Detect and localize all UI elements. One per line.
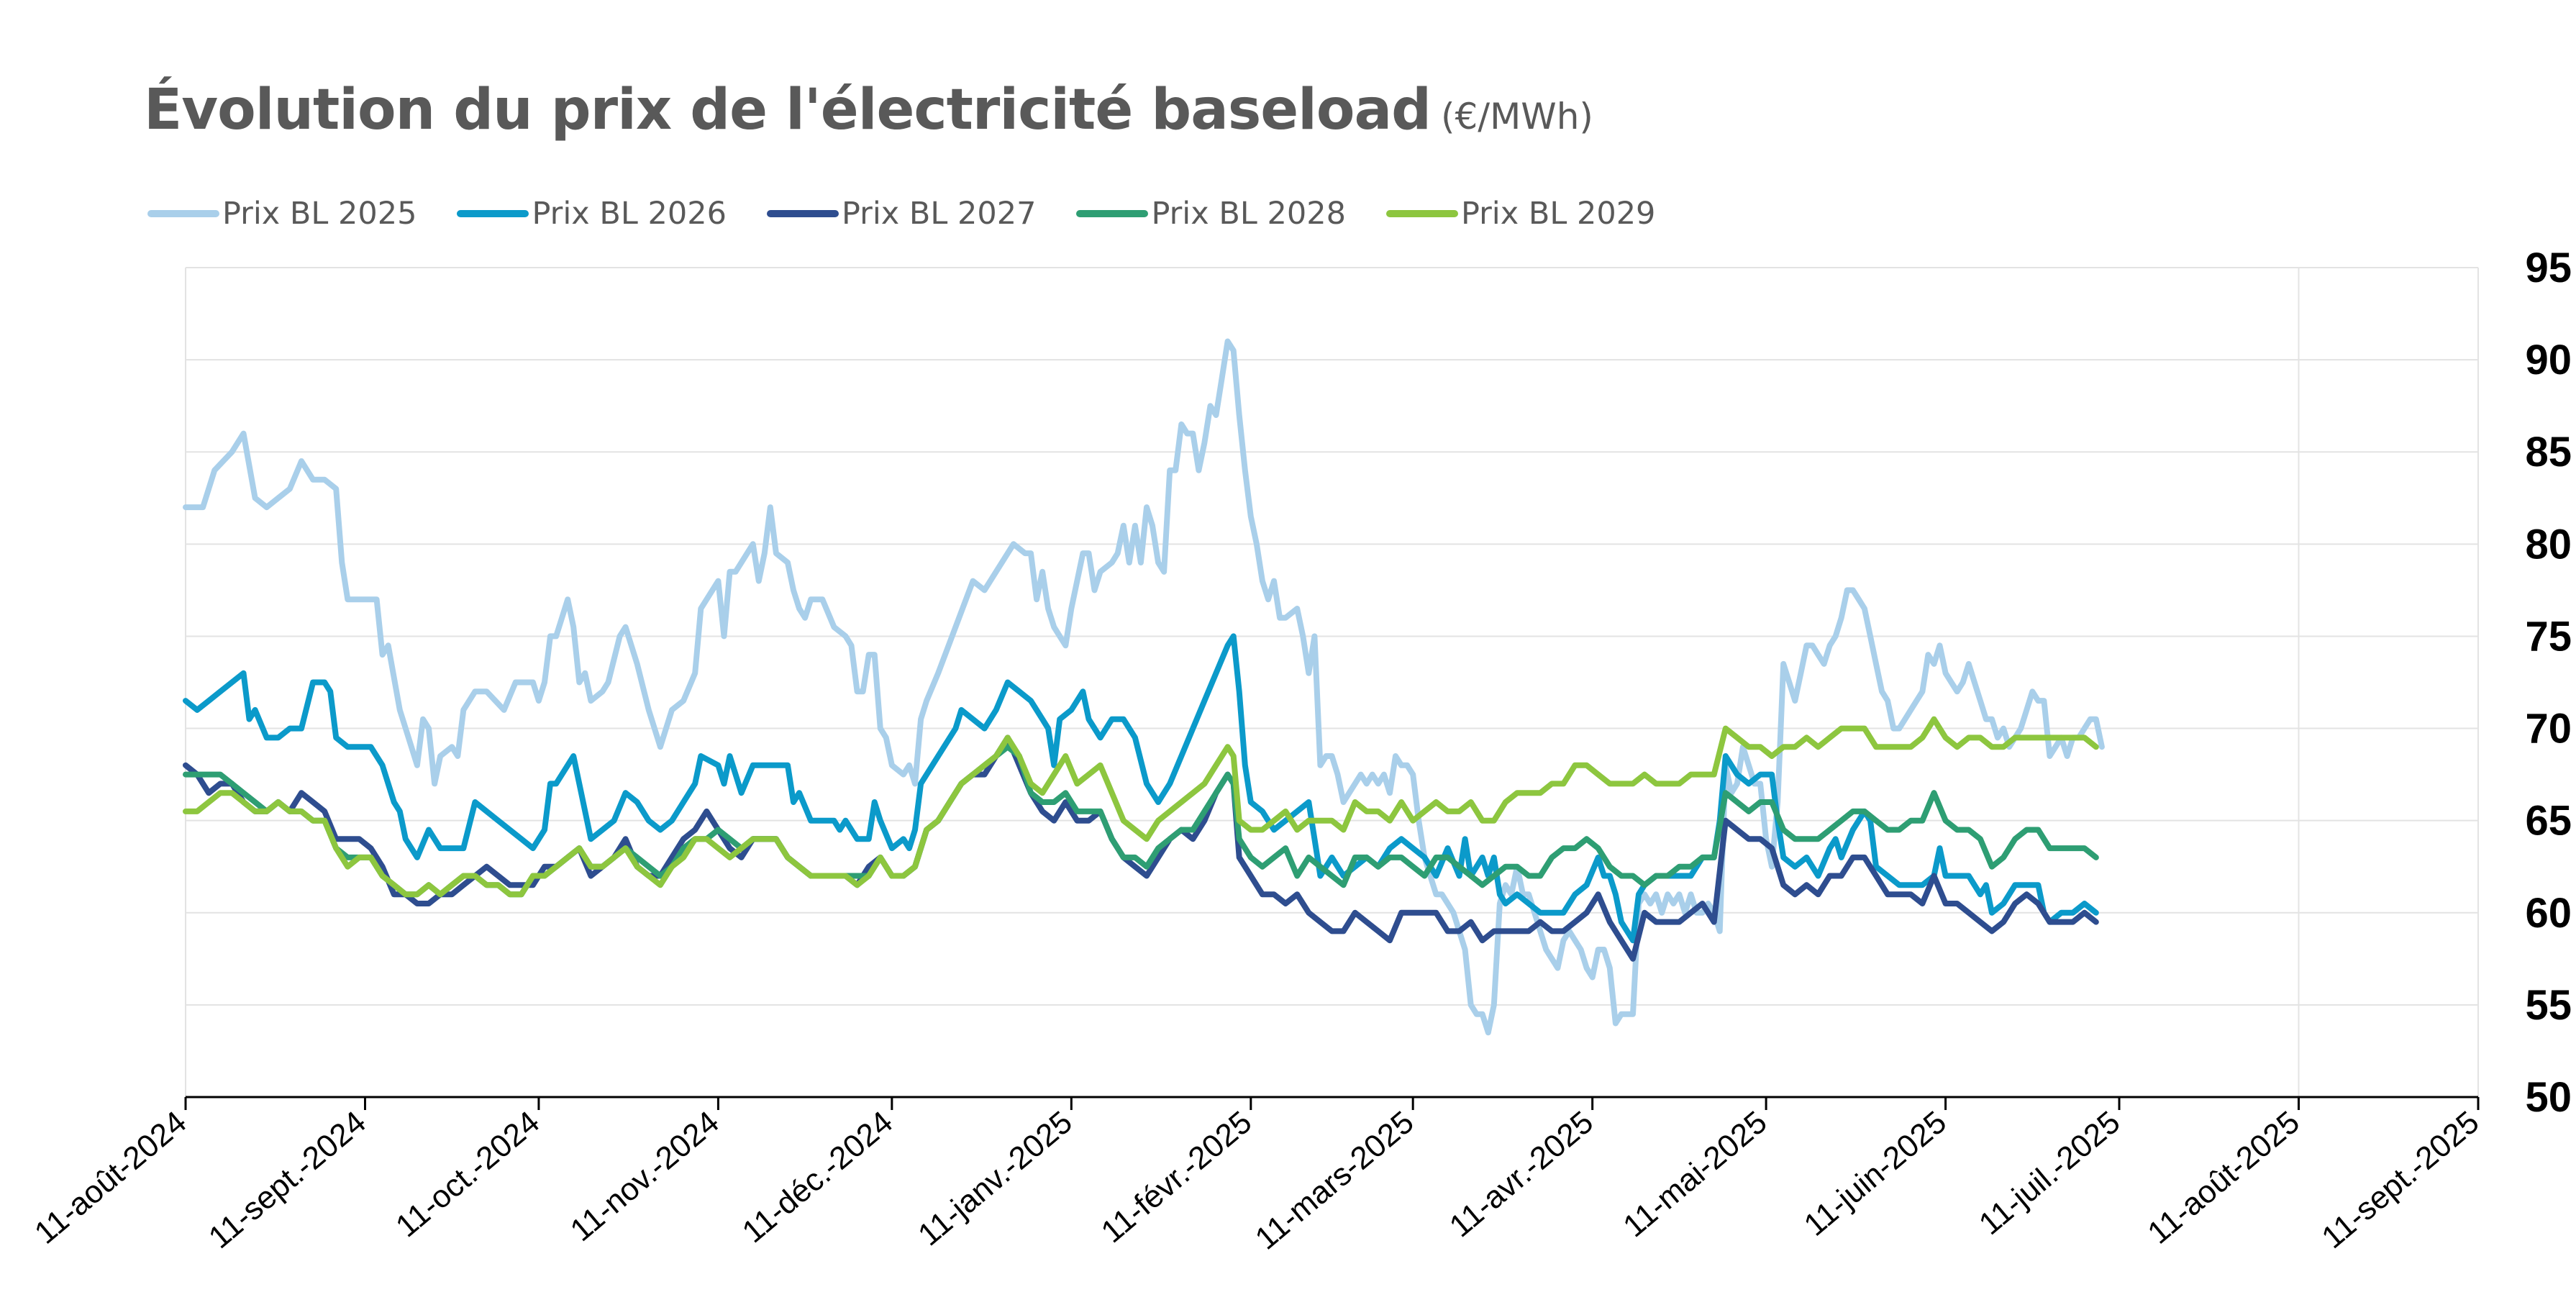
legend-swatch [147, 210, 219, 217]
chart-title-unit: (€/MWh) [1440, 96, 1593, 137]
legend-label: Prix BL 2028 [1151, 196, 1346, 232]
y-tick-label: 80 [2525, 521, 2572, 568]
x-tick-label: 11-juin-2025 [1798, 1104, 1953, 1243]
legend-swatch [1385, 210, 1458, 217]
legend-swatch [1076, 210, 1149, 217]
chart-title: Évolution du prix de l'électricité basel… [144, 78, 1593, 142]
legend-item[interactable]: Prix BL 2029 [1385, 196, 1656, 232]
series-line-5 [183, 716, 2099, 898]
series-line-2 [183, 633, 2099, 944]
y-tick-label: 75 [2525, 613, 2572, 660]
legend-item[interactable]: Prix BL 2026 [457, 196, 727, 232]
legend-item[interactable]: Prix BL 2025 [147, 196, 417, 232]
series-line-1 [183, 338, 2105, 1036]
x-tick-label: 11-juil.-2025 [1972, 1104, 2126, 1242]
legend-item[interactable]: Prix BL 2027 [766, 196, 1037, 232]
x-tick-label: 11-févr.-2025 [1095, 1104, 1259, 1250]
y-tick-label: 90 [2525, 337, 2572, 383]
x-tick-label: 11-mai-2025 [1616, 1104, 1773, 1244]
x-tick-label: 11-sept.-2024 [202, 1104, 373, 1255]
series-line-3 [183, 734, 2099, 962]
legend-swatch [457, 210, 529, 217]
x-tick-label: 11-déc.-2024 [736, 1104, 900, 1250]
y-tick-label: 50 [2525, 1074, 2572, 1121]
legend-label: Prix BL 2026 [532, 196, 727, 232]
x-tick-label: 11-nov.-2024 [564, 1104, 726, 1248]
x-tick-label: 11-mars-2025 [1249, 1104, 1421, 1257]
y-tick-label: 95 [2525, 245, 2572, 291]
legend-label: Prix BL 2027 [841, 196, 1037, 232]
legend-item[interactable]: Prix BL 2028 [1076, 196, 1346, 232]
x-tick-label: 11-août-2024 [28, 1104, 194, 1251]
x-tick-label: 11-sept.-2025 [2315, 1104, 2485, 1255]
legend-label: Prix BL 2025 [222, 196, 417, 232]
y-tick-label: 85 [2525, 429, 2572, 476]
y-tick-label: 65 [2525, 798, 2572, 845]
y-tick-label: 55 [2525, 982, 2572, 1029]
x-tick-label: 11-janv.-2025 [911, 1104, 1079, 1252]
x-tick-label: 11-avr.-2025 [1443, 1104, 1600, 1244]
x-tick-label: 11-août-2025 [2141, 1104, 2306, 1251]
legend-label: Prix BL 2029 [1460, 196, 1656, 232]
legend-swatch [766, 210, 839, 217]
x-tick-label: 11-oct.-2024 [389, 1104, 546, 1244]
y-tick-label: 60 [2525, 890, 2572, 937]
chart-title-text: Évolution du prix de l'électricité basel… [144, 78, 1432, 142]
legend: Prix BL 2025 Prix BL 2026 Prix BL 2027 P… [147, 196, 1696, 232]
y-tick-label: 70 [2525, 706, 2572, 752]
